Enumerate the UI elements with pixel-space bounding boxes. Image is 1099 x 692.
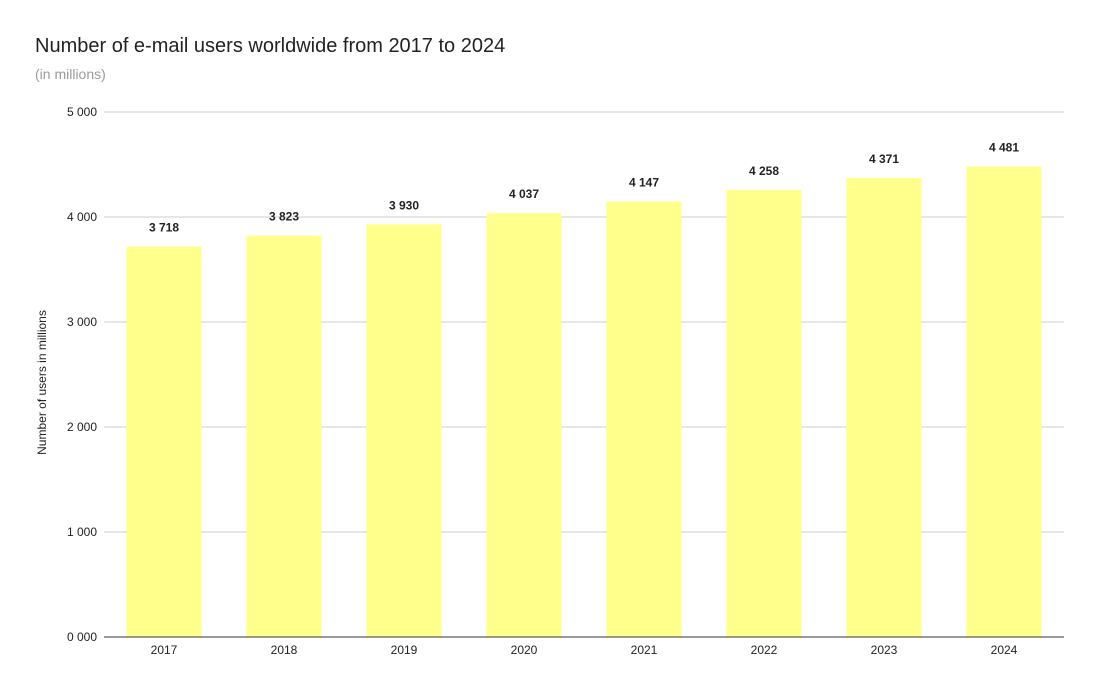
data-label: 4 481: [989, 140, 1019, 154]
y-tick-label: 4 000: [67, 210, 97, 224]
y-axis-title: Number of users in millions: [35, 310, 49, 455]
chart-subtitle: (in millions): [35, 66, 106, 82]
x-tick-label: 2024: [991, 643, 1018, 657]
y-axis: 0 000 1 000 2 000 3 000 4 000 5 000: [67, 105, 97, 644]
bar: [246, 235, 322, 637]
x-tick-label: 2023: [871, 643, 898, 657]
bar: [366, 224, 442, 637]
x-tick-label: 2020: [511, 643, 538, 657]
x-tick-label: 2021: [631, 643, 658, 657]
x-axis: 2017 2018 2019 2020 2021 2022 2023 2024: [104, 636, 1064, 657]
chart-title: Number of e-mail users worldwide from 20…: [35, 35, 506, 57]
y-tick-label: 5 000: [67, 105, 97, 119]
bar: [606, 201, 682, 637]
y-tick-label: 0 000: [67, 630, 97, 644]
data-label: 4 037: [509, 187, 539, 201]
data-label: 4 371: [869, 152, 899, 166]
bar: [126, 246, 202, 638]
y-tick-label: 3 000: [67, 315, 97, 329]
x-tick-label: 2018: [271, 643, 298, 657]
data-label: 4 258: [749, 164, 779, 178]
y-tick-label: 1 000: [67, 525, 97, 539]
data-label: 3 718: [149, 221, 179, 235]
data-labels: 3 718 3 823 3 930 4 037 4 147 4 258 4 371 4 481: [149, 140, 1019, 234]
data-label: 4 147: [629, 176, 659, 190]
x-tick-label: 2017: [151, 643, 178, 657]
bar: [846, 178, 922, 638]
x-tick-label: 2022: [751, 643, 778, 657]
y-tick-label: 2 000: [67, 420, 97, 434]
data-label: 3 930: [389, 198, 419, 212]
data-label: 3 823: [269, 210, 299, 224]
bars: [126, 166, 1042, 638]
bar: [486, 213, 562, 638]
bar: [726, 189, 802, 637]
x-tick-label: 2019: [391, 643, 418, 657]
bar: [966, 166, 1042, 637]
